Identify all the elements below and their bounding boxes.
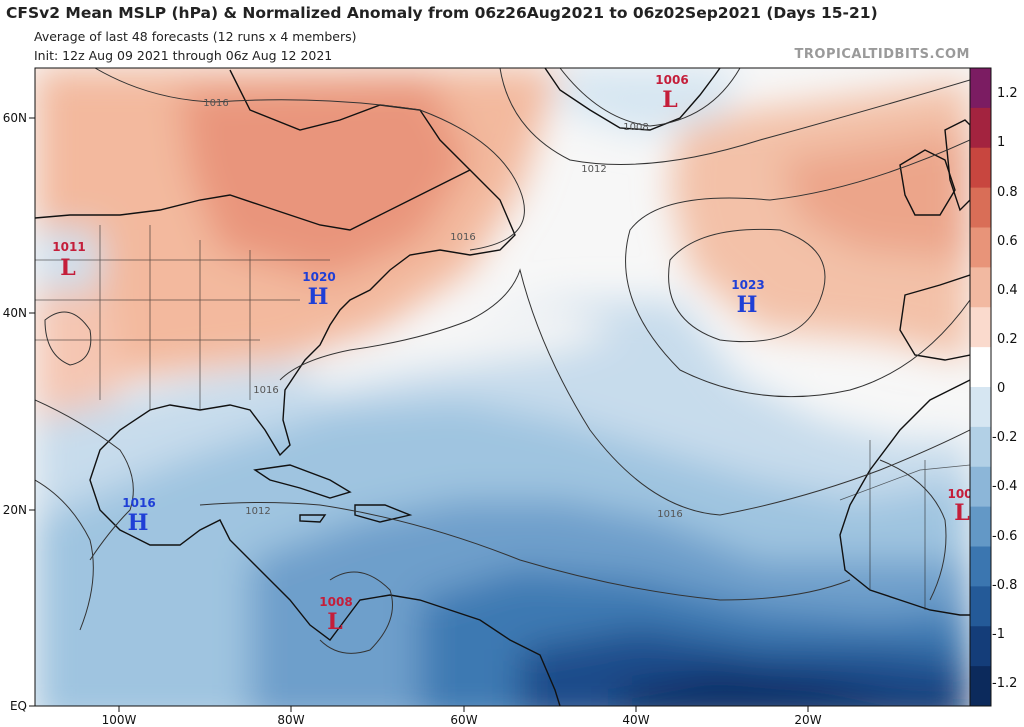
colorbar-band — [970, 267, 991, 308]
colorbar-tick: 1 — [997, 135, 1005, 150]
colorbar-tick: -1.2 — [992, 676, 1017, 691]
pressure-value: 1023 — [731, 278, 764, 292]
subtitle-forecasts: Average of last 48 forecasts (12 runs x … — [34, 29, 357, 44]
lat-label: EQ — [10, 699, 27, 713]
pressure-centers: 1006 L 1011 L 1020 H 1023 H 1016 H 1008 … — [52, 73, 972, 635]
isobar-label: 1008 — [623, 122, 648, 133]
high-center-mexico: 1016 H — [122, 496, 155, 536]
colorbar-tick: 1.2 — [997, 86, 1018, 101]
low-center-west: 1011 L — [52, 240, 85, 281]
colorbar-band — [970, 187, 991, 228]
pressure-letter: L — [327, 609, 342, 635]
lon-label: 40W — [622, 713, 649, 727]
colorbar-band — [970, 546, 991, 587]
isobar-label: 1012 — [245, 506, 270, 517]
colorbar-tick: -0.6 — [992, 529, 1017, 544]
lat-label: 20N — [3, 503, 27, 517]
colorbar-band — [970, 586, 991, 627]
pressure-letter: H — [308, 284, 329, 310]
source-credit: TROPICALTIDBITS.COM — [794, 47, 970, 62]
colorbar-band — [970, 347, 991, 388]
isobar-label: 1016 — [450, 232, 475, 243]
isobar-label: 1012 — [581, 164, 606, 175]
lat-label: 40N — [3, 306, 27, 320]
pressure-value: 1016 — [122, 496, 155, 510]
isobar-label: 1016 — [657, 509, 682, 520]
pressure-letter: H — [128, 510, 149, 536]
low-center-greenland: 1006 L — [655, 73, 688, 113]
high-center-atlantic: 1023 H — [731, 278, 764, 318]
subtitle-init: Init: 12z Aug 09 2021 through 06z Aug 12… — [34, 48, 333, 63]
pressure-value: 1011 — [52, 240, 85, 254]
colorbar-band — [970, 107, 991, 149]
coastlines — [35, 68, 970, 706]
pressure-value: 1008 — [319, 595, 352, 609]
colorbar-band — [970, 147, 991, 189]
lon-label: 20W — [794, 713, 821, 727]
colorbar-tick: 0.2 — [997, 332, 1018, 347]
colorbar-tick: 0.8 — [997, 185, 1018, 200]
pressure-value: 1006 — [655, 73, 688, 87]
colorbar-band — [970, 68, 991, 109]
pressure-letter: L — [662, 87, 677, 113]
pressure-letter: H — [737, 292, 758, 318]
colorbar-band — [970, 626, 991, 667]
colorbar-tick: -0.8 — [992, 578, 1017, 593]
political-borders — [35, 225, 970, 610]
latitude-axis: 60N 40N 20N EQ — [3, 111, 35, 713]
high-center-northeast: 1020 H — [302, 270, 335, 310]
isobar-label: 1016 — [253, 385, 278, 396]
low-center-colombia: 1008 L — [319, 595, 352, 635]
isobar-label: 1016 — [203, 98, 228, 109]
colorbar-tick: 0.6 — [997, 234, 1018, 249]
colorbar-tick: -1 — [992, 627, 1005, 642]
colorbar-tick: 0.4 — [997, 283, 1018, 298]
page-title: CFSv2 Mean MSLP (hPa) & Normalized Anoma… — [6, 4, 878, 22]
anomaly-field: 1016 1008 1012 1016 1016 1012 1016 1006 … — [35, 68, 972, 706]
colorbar-labels: 1.2 1 0.8 0.6 0.4 0.2 0 -0.2 -0.4 -0.6 -… — [992, 86, 1018, 691]
isobar-labels: 1016 1008 1012 1016 1016 1012 1016 — [203, 98, 682, 520]
lat-label: 60N — [3, 111, 27, 125]
colorbar-band — [970, 307, 991, 348]
low-center-africa: 100 L — [947, 487, 972, 526]
colorbar-band — [970, 426, 991, 468]
colorbar — [969, 67, 992, 707]
pressure-value: 100 — [947, 487, 972, 501]
colorbar-band — [970, 506, 991, 547]
pressure-value: 1020 — [302, 270, 335, 284]
colorbar-tick: -0.2 — [992, 430, 1017, 445]
colorbar-frame — [969, 67, 992, 707]
isobar-lines — [35, 68, 970, 654]
colorbar-band — [970, 666, 991, 707]
colorbar-band — [970, 227, 991, 268]
colorbar-band — [970, 387, 991, 428]
lon-label: 100W — [102, 713, 137, 727]
colorbar-band — [970, 466, 991, 508]
colorbar-tick: 0 — [997, 381, 1005, 396]
lon-label: 80W — [277, 713, 304, 727]
longitude-axis: 100W 80W 60W 40W 20W — [102, 706, 822, 727]
lon-label: 60W — [450, 713, 477, 727]
colorbar-tick: -0.4 — [992, 479, 1017, 494]
pressure-letter: L — [60, 255, 75, 281]
pressure-letter: L — [954, 500, 969, 526]
